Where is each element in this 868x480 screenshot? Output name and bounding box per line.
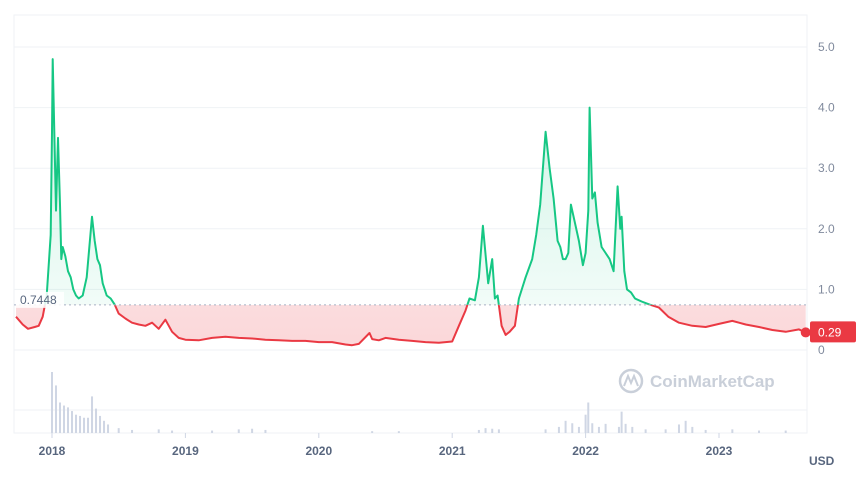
y-tick-label: 0 (818, 343, 825, 357)
current-price-badge: 0.29 (800, 321, 856, 343)
volume-bar (691, 426, 694, 433)
volume-bar (664, 429, 667, 433)
volume-bar (584, 414, 587, 433)
volume-bar (237, 429, 240, 433)
volume-bar (497, 429, 500, 433)
y-tick-label: 1.0 (818, 282, 835, 296)
volume-bar (704, 429, 707, 433)
volume-bar (95, 408, 98, 433)
x-tick-label: 2020 (305, 444, 332, 458)
x-tick-label: 2023 (706, 444, 733, 458)
volume-bar (577, 426, 580, 433)
volume-bars (51, 372, 787, 433)
volume-bar (544, 429, 547, 433)
volume-bar (591, 423, 594, 433)
volume-bar (87, 417, 90, 433)
x-tick-label: 2021 (439, 444, 466, 458)
volume-bar (564, 420, 567, 433)
reference-line: 0.7448 (14, 291, 807, 308)
volume-bar (55, 385, 58, 433)
current-price-dot (800, 327, 811, 338)
volume-bar (59, 402, 62, 433)
volume-bar (597, 426, 600, 433)
gridlines (14, 46, 807, 411)
volume-bar (107, 424, 110, 433)
chart-frame (13, 14, 808, 434)
reference-value-label: 0.7448 (20, 293, 57, 307)
volume-bar (103, 420, 106, 433)
y-tick-label: 3.0 (818, 161, 835, 175)
volume-bar (758, 430, 761, 433)
watermark-text: CoinMarketCap (650, 372, 775, 391)
volume-bar (157, 429, 160, 433)
volume-bar (624, 423, 627, 433)
volume-bar (477, 429, 480, 433)
volume-bar (211, 430, 214, 433)
volume-bar (264, 429, 267, 433)
area-below-reference (16, 304, 806, 346)
price-lines (15, 58, 807, 347)
volume-bar (397, 431, 400, 433)
volume-bar (677, 424, 680, 433)
volume-bar (617, 426, 620, 433)
volume-bar (644, 429, 647, 433)
volume-bar (51, 372, 53, 433)
area-above-reference (44, 59, 651, 305)
volume-bar (131, 429, 134, 433)
volume-bar (631, 426, 634, 433)
volume-bar (79, 415, 82, 433)
current-price-label: 0.29 (818, 325, 842, 339)
volume-bar (117, 428, 120, 433)
current-price-badge-bg (810, 321, 856, 343)
volume-bar (251, 428, 254, 433)
price-line-above (43, 58, 654, 305)
currency-unit-label: USD (809, 454, 835, 468)
price-area-fills (16, 59, 806, 346)
volume-bar (83, 417, 86, 433)
volume-bar (684, 420, 687, 433)
volume-bar (71, 411, 74, 433)
volume-bar (75, 414, 78, 433)
reference-label-bg (16, 291, 64, 308)
volume-bar (371, 431, 374, 433)
volume-bar (99, 415, 102, 433)
volume-bar (91, 396, 94, 433)
volume-bar (587, 402, 590, 433)
y-axis: 0 1.0 2.0 3.0 4.0 5.0 (818, 40, 835, 357)
watermark: CoinMarketCap (618, 368, 775, 394)
x-tick-label: 2022 (572, 444, 599, 458)
volume-bar (67, 407, 70, 433)
volume-bar (63, 405, 66, 433)
x-axis: 2018 2019 2020 2021 2022 2023 (39, 433, 733, 458)
coinmarketcap-logo-mark (623, 373, 639, 387)
price-line-below (15, 304, 807, 347)
volume-bar (557, 426, 560, 433)
volume-bar (171, 430, 174, 433)
volume-bar (571, 423, 574, 433)
y-tick-label: 5.0 (818, 40, 835, 54)
x-tick-label: 2018 (39, 444, 66, 458)
y-tick-label: 2.0 (818, 222, 835, 236)
y-tick-label: 4.0 (818, 101, 835, 115)
volume-bar (784, 430, 787, 433)
volume-bar (731, 429, 734, 433)
coinmarketcap-logo-icon (618, 368, 644, 394)
volume-bar (620, 411, 623, 433)
x-tick-label: 2019 (172, 444, 199, 458)
volume-bar (491, 428, 494, 433)
volume-bar (604, 423, 607, 433)
volume-bar (484, 428, 487, 433)
